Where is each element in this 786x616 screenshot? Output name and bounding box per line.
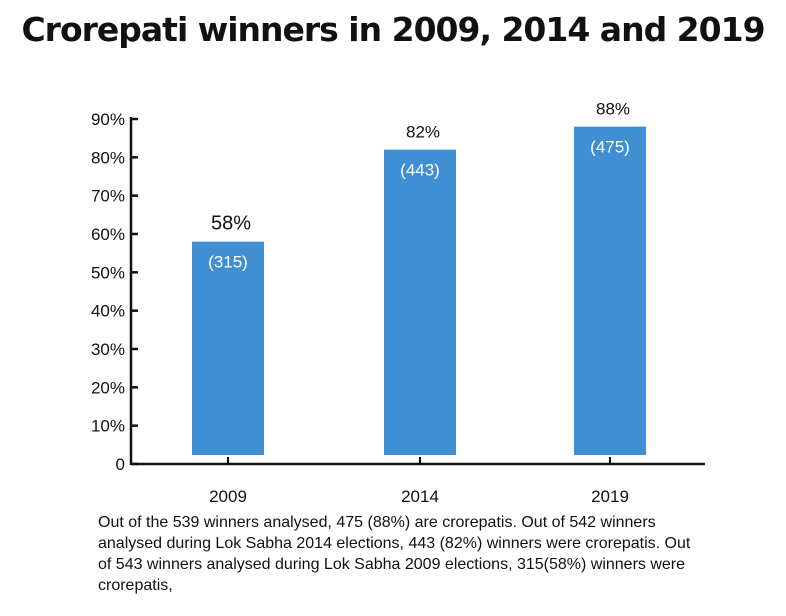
x-tick-label: 2009	[209, 487, 247, 506]
y-tick-label: 20%	[91, 378, 125, 397]
y-axis: 0 10% 20% 30% 40% 50% 60% 70% 80% 90%	[91, 110, 138, 474]
chart-title: Crorepati winners in 2009, 2014 and 2019	[21, 10, 765, 49]
y-tick-label: 0	[116, 455, 125, 474]
y-tick-label: 90%	[91, 110, 125, 129]
x-tick-label: 2019	[591, 487, 629, 506]
y-tick-label: 30%	[91, 340, 125, 359]
chart-caption: Out of the 539 winners analysed, 475 (88…	[98, 514, 691, 594]
count-label: (315)	[208, 253, 248, 272]
bar	[384, 149, 456, 455]
y-tick-label: 70%	[91, 187, 125, 206]
y-tick-label: 10%	[91, 417, 125, 436]
y-tick-label: 60%	[91, 225, 125, 244]
x-axis: 2009 2014 2019	[131, 457, 705, 506]
bar	[574, 126, 646, 456]
data-labels: 58% (315) 82% (443) 88% (475)	[208, 100, 630, 272]
bars	[192, 126, 646, 456]
count-label: (443)	[400, 161, 440, 180]
x-tick-label: 2014	[401, 487, 439, 506]
y-tick-label: 50%	[91, 263, 125, 282]
y-tick-label: 40%	[91, 302, 125, 321]
bar	[192, 241, 264, 455]
y-tick-label: 80%	[91, 148, 125, 167]
value-label: 88%	[596, 100, 630, 119]
count-label: (475)	[590, 138, 630, 157]
value-label: 58%	[211, 213, 251, 235]
value-label: 82%	[406, 123, 440, 142]
